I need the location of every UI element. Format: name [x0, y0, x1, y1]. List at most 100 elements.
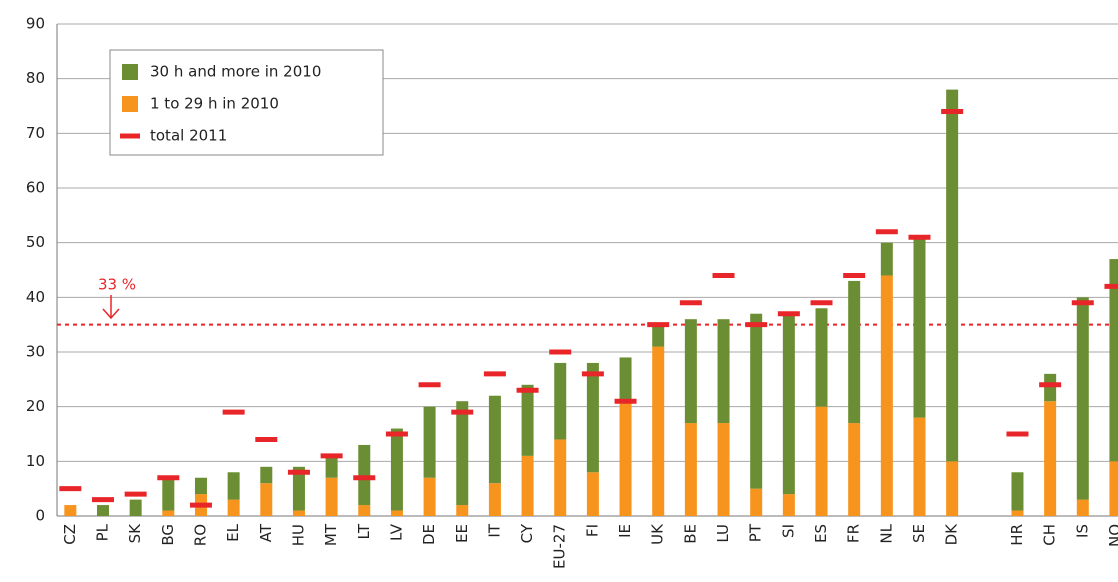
bar-segment: [1044, 401, 1057, 516]
y-tick-label: 60: [26, 179, 45, 197]
legend-swatch: [122, 64, 138, 80]
bar-segment: [717, 319, 730, 424]
bar-segment: [1076, 297, 1089, 500]
legend-label: total 2011: [150, 127, 227, 145]
bar-segment: [913, 237, 926, 418]
x-tick-label: EU-27: [551, 524, 569, 569]
bar-segment: [358, 505, 371, 516]
bar-segment: [815, 308, 828, 407]
x-tick-label: LV: [387, 523, 405, 541]
y-tick-label: 80: [26, 69, 45, 87]
bar-segment: [260, 483, 273, 516]
x-tick-label: CZ: [61, 524, 79, 545]
y-tick-label: 0: [35, 507, 45, 525]
bar-segment: [619, 357, 632, 402]
x-tick-label: SK: [126, 523, 144, 544]
x-tick-label: NL: [877, 523, 895, 543]
bar-segment: [913, 417, 926, 516]
bar-segment: [292, 466, 305, 511]
bar-segment: [750, 313, 763, 489]
bar-segment: [750, 488, 763, 516]
x-tick-label: IT: [485, 523, 503, 537]
bar-segment: [684, 319, 697, 424]
x-tick-label: LT: [355, 523, 373, 539]
x-tick-label: MT: [322, 523, 340, 546]
x-tick-label: EL: [224, 523, 242, 541]
x-tick-label: CY: [518, 523, 536, 543]
bar-segment: [162, 510, 175, 516]
bar-segment: [782, 313, 795, 495]
bar-segment: [521, 455, 534, 516]
bar-segment: [946, 461, 959, 516]
x-tick-label: LU: [714, 524, 732, 543]
x-tick-label: BG: [159, 524, 177, 546]
legend-swatch: [122, 96, 138, 112]
bar-segment: [423, 477, 436, 516]
bar-segment: [782, 494, 795, 516]
x-tick-label: RO: [191, 524, 209, 546]
x-tick-label: SE: [910, 524, 928, 543]
x-tick-label: EE: [453, 524, 471, 543]
x-tick-label: DK: [943, 523, 961, 546]
bar-segment: [129, 499, 142, 516]
x-tick-label: ES: [812, 524, 830, 543]
bar-segment: [652, 324, 665, 347]
x-tick-label: HU: [289, 524, 307, 546]
bar-segment: [946, 89, 959, 462]
bar-segment: [521, 384, 534, 456]
bar-segment: [554, 439, 567, 516]
bar-segment: [64, 505, 77, 516]
x-tick-label: CH: [1041, 524, 1059, 546]
y-tick-label: 20: [26, 397, 45, 415]
x-tick-label: UK: [649, 523, 667, 545]
bar-segment: [488, 483, 501, 516]
bar-segment: [325, 477, 338, 516]
x-tick-label: IS: [1073, 524, 1091, 538]
bar-segment: [815, 406, 828, 516]
legend-label: 1 to 29 h in 2010: [150, 95, 279, 113]
bar-segment: [1076, 499, 1089, 516]
x-tick-label: NO: [1106, 524, 1118, 547]
y-tick-label: 50: [26, 233, 45, 251]
bar-segment: [325, 455, 338, 478]
bar-segment: [227, 499, 240, 516]
bar-segment: [456, 401, 469, 506]
y-tick-label: 10: [26, 452, 45, 470]
x-tick-label: FI: [583, 524, 601, 537]
y-tick-label: 30: [26, 343, 45, 361]
bar-segment: [848, 280, 861, 424]
bar-segment: [586, 362, 599, 473]
bar-segment: [390, 428, 403, 511]
bar-segment: [619, 401, 632, 516]
x-tick-label: AT: [257, 523, 275, 542]
x-tick-label: SI: [779, 524, 797, 538]
bar-segment: [227, 472, 240, 500]
bar-segment: [652, 346, 665, 516]
y-tick-label: 90: [26, 15, 45, 33]
x-tick-label: HR: [1008, 524, 1026, 546]
bar-segment: [684, 423, 697, 516]
y-tick-label: 40: [26, 288, 45, 306]
bar-segment: [1011, 510, 1024, 516]
bar-segment: [880, 242, 893, 276]
bar-segment: [423, 406, 436, 478]
legend-box: [109, 49, 384, 156]
bar-segment: [162, 477, 175, 511]
reference-label: 33 %: [98, 276, 136, 294]
x-tick-label: BE: [681, 524, 699, 544]
bar-segment: [586, 472, 599, 516]
x-tick-label: IE: [616, 524, 634, 538]
x-tick-label: DE: [420, 524, 438, 545]
bar-segment: [358, 444, 371, 506]
reference-arrow: [102, 295, 120, 320]
bar-segment: [848, 423, 861, 516]
x-tick-label: PL: [93, 523, 111, 541]
x-tick-label: FR: [845, 524, 863, 543]
bar-segment: [1044, 373, 1057, 402]
y-tick-label: 70: [26, 124, 45, 142]
bar-segment: [880, 275, 893, 516]
bar-segment: [194, 477, 207, 495]
bar-segment: [1109, 259, 1118, 462]
legend-label: 30 h and more in 2010: [150, 63, 321, 81]
